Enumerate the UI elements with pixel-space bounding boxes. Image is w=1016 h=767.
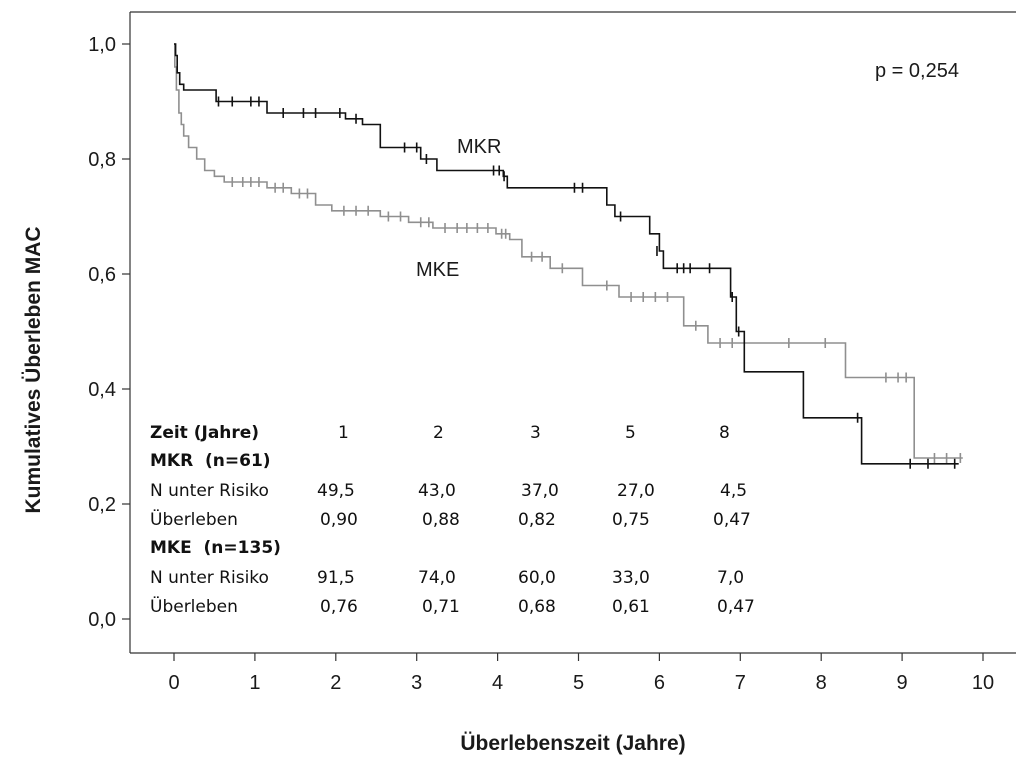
risk-cell: 49,5 xyxy=(317,481,355,501)
x-tick-label: 1 xyxy=(249,672,260,694)
risk-table: Zeit (Jahre) 1 2 3 5 8 MKR (n=61) N unte… xyxy=(150,423,755,617)
risk-table-time: 3 xyxy=(530,423,541,443)
x-tick-label: 0 xyxy=(168,672,179,694)
risk-cell: 4,5 xyxy=(720,481,747,501)
risk-cell: 0,82 xyxy=(518,510,556,530)
x-tick-label: 10 xyxy=(972,672,994,694)
x-tick-label: 7 xyxy=(735,672,746,694)
risk-group-title-mke: MKE (n=135) xyxy=(150,538,281,558)
y-tick-label: 1,0 xyxy=(88,34,116,56)
x-tick-label: 9 xyxy=(897,672,908,694)
y-axis-ticks: 0,0 0,2 0,4 0,6 0,8 1,0 xyxy=(88,34,130,631)
risk-cell: 0,75 xyxy=(612,510,650,530)
risk-cell: 0,61 xyxy=(612,597,650,617)
risk-table-time: 1 xyxy=(338,423,349,443)
risk-cell: 33,0 xyxy=(612,568,650,588)
risk-row-label: N unter Risiko xyxy=(150,568,269,588)
survival-curves xyxy=(174,43,963,469)
x-tick-label: 6 xyxy=(654,672,665,694)
survival-step-line xyxy=(174,43,959,465)
risk-row-label: N unter Risiko xyxy=(150,481,269,501)
risk-cell: 74,0 xyxy=(418,568,456,588)
risk-cell: 91,5 xyxy=(317,568,355,588)
risk-group-title-mkr: MKR (n=61) xyxy=(150,451,271,471)
risk-cell: 0,68 xyxy=(518,597,556,617)
risk-row-label: Überleben xyxy=(150,508,238,530)
risk-cell: 37,0 xyxy=(521,481,559,501)
risk-cell: 0,71 xyxy=(422,597,460,617)
risk-cell: 7,0 xyxy=(717,568,744,588)
risk-row-label: Überleben xyxy=(150,595,238,617)
series-label-mkr: MKR xyxy=(457,136,501,158)
y-axis-title: Kumulatives Überleben MAC xyxy=(22,226,45,513)
risk-cell: 0,47 xyxy=(717,597,755,617)
y-tick-label: 0,6 xyxy=(88,264,116,286)
x-axis-title: Überlebenszeit (Jahre) xyxy=(460,732,685,755)
risk-table-time: 5 xyxy=(625,423,636,443)
x-tick-label: 5 xyxy=(573,672,584,694)
risk-cell: 27,0 xyxy=(617,481,655,501)
x-tick-label: 2 xyxy=(330,672,341,694)
x-tick-label: 3 xyxy=(411,672,422,694)
survival-step-line xyxy=(174,43,963,459)
risk-cell: 0,88 xyxy=(422,510,460,530)
x-tick-label: 4 xyxy=(492,672,503,694)
risk-cell: 0,76 xyxy=(320,597,358,617)
risk-cell: 0,90 xyxy=(320,510,358,530)
x-axis-ticks: 0 1 2 3 4 5 6 7 8 9 10 xyxy=(168,653,994,694)
risk-cell: 0,47 xyxy=(713,510,751,530)
series-mke xyxy=(174,43,963,463)
x-tick-label: 8 xyxy=(816,672,827,694)
y-tick-label: 0,8 xyxy=(88,149,116,171)
y-tick-label: 0,2 xyxy=(88,494,116,516)
y-tick-label: 0,0 xyxy=(88,609,116,631)
y-tick-label: 0,4 xyxy=(88,379,116,401)
risk-table-time: 2 xyxy=(433,423,444,443)
risk-table-header-label: Zeit (Jahre) xyxy=(150,423,259,443)
series-mkr xyxy=(174,43,959,469)
risk-table-time: 8 xyxy=(719,423,730,443)
risk-cell: 60,0 xyxy=(518,568,556,588)
p-value-annotation: p = 0,254 xyxy=(875,60,959,82)
risk-cell: 43,0 xyxy=(418,481,456,501)
series-label-mke: MKE xyxy=(416,259,459,281)
